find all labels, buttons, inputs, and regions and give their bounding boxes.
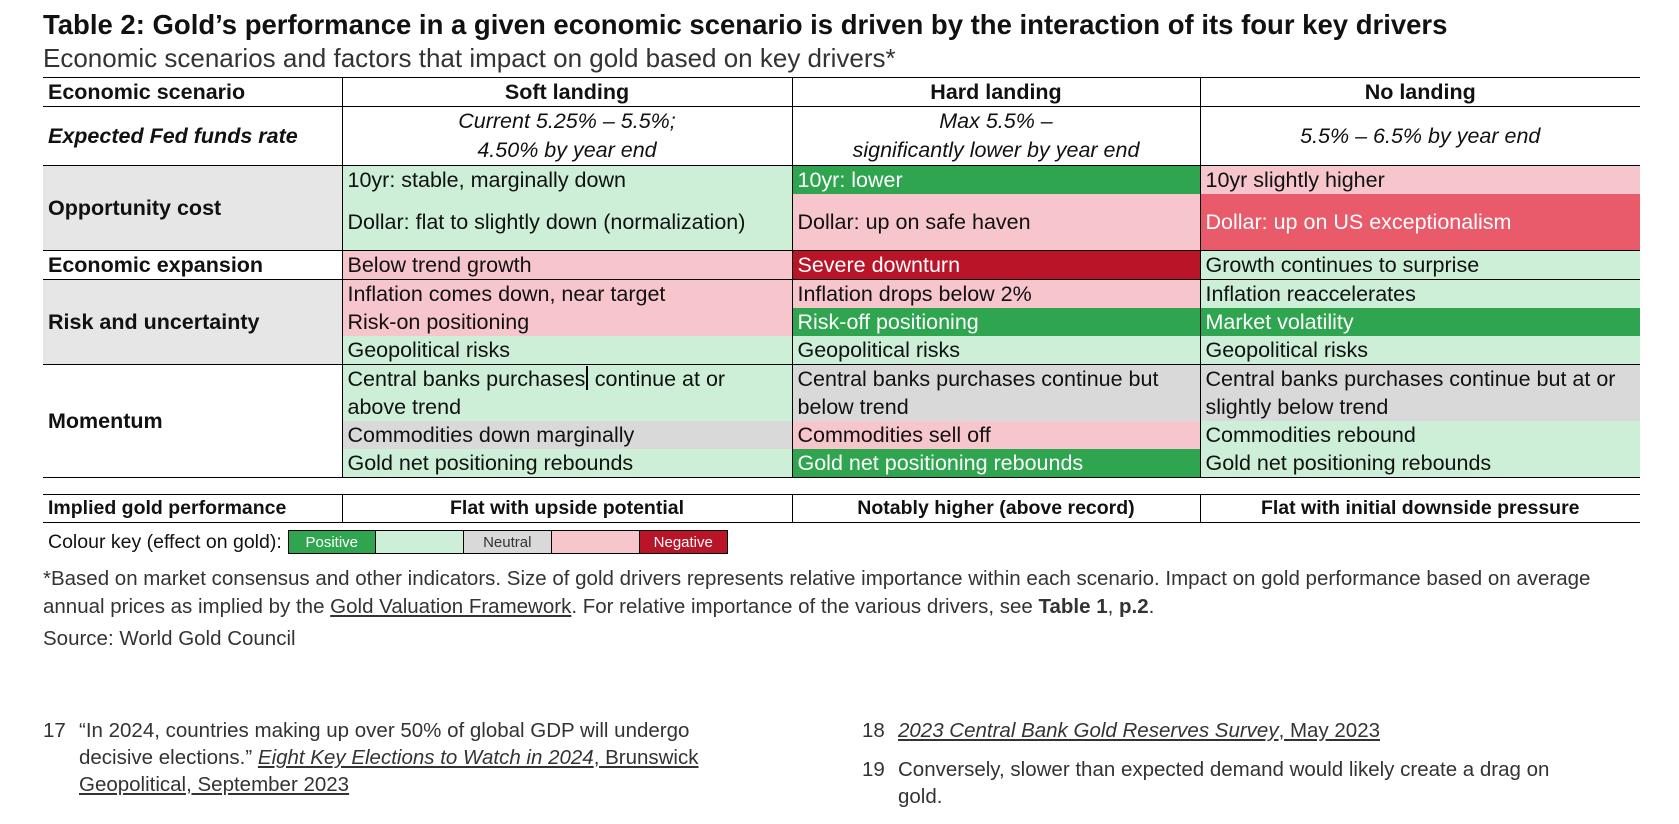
opportunity-label: Opportunity cost	[43, 165, 342, 251]
momentum-row-3: Gold net positioning rebounds Gold net p…	[43, 449, 1640, 478]
header-hard-landing: Hard landing	[791, 77, 1200, 107]
footnote-19-text: Conversely, slower than expected demand …	[898, 758, 1550, 808]
footnote-17-rest[interactable]: , Brunswick Geopolitical, September 2023	[79, 746, 699, 796]
note-page-ref: p.2	[1119, 595, 1149, 618]
footnote-18-text: 2023 Central Bank Gold Reserves Survey, …	[898, 717, 1582, 744]
fed-hard-line1: Max 5.5% –	[939, 109, 1053, 133]
text-cursor	[586, 366, 588, 390]
opportunity-row-1: Opportunity cost 10yr: stable, marginall…	[43, 165, 1640, 251]
footnote-18-number: 18	[862, 719, 885, 742]
risk-row-1: Risk and uncertainty Inflation comes dow…	[43, 279, 1640, 365]
expansion-soft: Below trend growth	[341, 250, 792, 280]
footnote-17-link[interactable]: Eight Key Elections to Watch in 2024	[257, 746, 594, 769]
opportunity-hard-dollar: Dollar: up on safe haven	[791, 194, 1200, 251]
note-text-3: ,	[1107, 595, 1120, 618]
fed-label: Expected Fed funds rate	[43, 106, 342, 166]
expansion-hard: Severe downturn	[791, 250, 1200, 280]
risk-no-inflation: Inflation reaccelerates	[1199, 279, 1640, 308]
momentum-row-2: Commodities down marginally Commodities …	[43, 421, 1640, 449]
momentum-soft-cb-part1: Central banks purchases	[347, 367, 586, 391]
note-text-1: *Based on market consensus and other ind…	[43, 567, 1591, 618]
table-footnote: *Based on market consensus and other ind…	[43, 565, 1640, 621]
footnote-17-number: 17	[43, 719, 66, 742]
note-text-4: .	[1148, 595, 1155, 618]
momentum-hard-gold: Gold net positioning rebounds	[791, 449, 1200, 478]
opportunity-no-10yr: 10yr slightly higher	[1199, 165, 1640, 194]
implied-no: Flat with initial downside pressure	[1199, 494, 1640, 523]
footnote-19: 19 Conversely, slower than expected dema…	[862, 756, 1582, 810]
expansion-label: Economic expansion	[43, 250, 342, 280]
opportunity-no-dollar: Dollar: up on US exceptionalism	[1199, 194, 1640, 251]
footnote-18: 18 2023 Central Bank Gold Reserves Surve…	[862, 717, 1582, 744]
risk-hard-positioning: Risk-off positioning	[791, 308, 1200, 336]
source-line: Source: World Gold Council	[43, 627, 296, 650]
risk-no-geo: Geopolitical risks	[1199, 336, 1640, 365]
fed-soft-line2: 4.50% by year end	[477, 138, 657, 162]
key-positive-strong: Positive	[287, 530, 376, 554]
fed-row: Expected Fed funds rate Current 5.25% – …	[43, 106, 1640, 166]
colour-key-label: Colour key (effect on gold):	[48, 530, 282, 553]
implied-soft: Flat with upside potential	[341, 494, 792, 523]
risk-soft-inflation: Inflation comes down, near target	[341, 279, 792, 308]
risk-soft-geo: Geopolitical risks	[341, 336, 792, 365]
risk-row-3: Geopolitical risks Geopolitical risks Ge…	[43, 336, 1640, 365]
key-negative-weak	[551, 530, 640, 554]
fed-soft-line1: Current 5.25% – 5.5%;	[458, 109, 676, 133]
momentum-no-commod: Commodities rebound	[1199, 421, 1640, 449]
momentum-no-cb: Central banks purchases continue but at …	[1199, 364, 1640, 421]
footnote-19-number: 19	[862, 758, 885, 781]
momentum-hard-cb: Central banks purchases continue but bel…	[791, 364, 1200, 421]
header-row: Economic scenario Soft landing Hard land…	[43, 77, 1640, 107]
opportunity-soft-dollar: Dollar: flat to slightly down (normaliza…	[341, 194, 792, 251]
page: Table 2: Gold’s performance in a given e…	[43, 8, 1640, 651]
gold-valuation-framework-link[interactable]: Gold Valuation Framework	[330, 595, 572, 618]
momentum-no-gold: Gold net positioning rebounds	[1199, 449, 1640, 478]
header-scenario: Economic scenario	[43, 77, 342, 107]
footnote-18-rest[interactable]: , May 2023	[1278, 719, 1381, 742]
fed-hard: Max 5.5% – significantly lower by year e…	[791, 106, 1200, 166]
opportunity-row-2: Dollar: flat to slightly down (normaliza…	[43, 194, 1640, 251]
key-negative-strong: Negative	[639, 530, 728, 554]
scenario-table: Economic scenario Soft landing Hard land…	[43, 77, 1640, 478]
implied-label: Implied gold performance	[43, 494, 342, 523]
momentum-label: Momentum	[43, 364, 342, 478]
risk-label: Risk and uncertainty	[43, 279, 342, 365]
footnote-17-text: “In 2024, countries making up over 50% o…	[79, 717, 763, 798]
risk-hard-geo: Geopolitical risks	[791, 336, 1200, 365]
footnote-17: 17 “In 2024, countries making up over 50…	[43, 717, 763, 798]
implied-performance-table: Implied gold performance Flat with upsid…	[43, 494, 1640, 523]
fed-no: 5.5% – 6.5% by year end	[1199, 106, 1640, 166]
expansion-no: Growth continues to surprise	[1199, 250, 1640, 280]
table-subtitle: Economic scenarios and factors that impa…	[43, 43, 896, 73]
risk-hard-inflation: Inflation drops below 2%	[791, 279, 1200, 308]
expansion-row: Economic expansion Below trend growth Se…	[43, 250, 1640, 280]
risk-row-2: Risk-on positioning Risk-off positioning…	[43, 308, 1640, 336]
opportunity-soft-10yr: 10yr: stable, marginally down	[341, 165, 792, 194]
risk-soft-positioning: Risk-on positioning	[341, 308, 792, 336]
momentum-hard-commod: Commodities sell off	[791, 421, 1200, 449]
note-text-2: . For relative importance of the various…	[571, 595, 1039, 618]
colour-key: Colour key (effect on gold): Positive Ne…	[43, 529, 1640, 555]
header-soft-landing: Soft landing	[341, 77, 792, 107]
key-positive-weak	[375, 530, 464, 554]
footnote-18-link[interactable]: 2023 Central Bank Gold Reserves Survey	[898, 719, 1279, 742]
key-neutral: Neutral	[463, 530, 552, 554]
momentum-soft-cb-part2: continue at or above trend	[347, 367, 726, 419]
momentum-soft-commod: Commodities down marginally	[341, 421, 792, 449]
footnote-17-quote: “In 2024, countries making up over 50% o…	[79, 719, 690, 769]
opportunity-hard-10yr: 10yr: lower	[791, 165, 1200, 194]
momentum-soft-gold: Gold net positioning rebounds	[341, 449, 792, 478]
fed-hard-line2: significantly lower by year end	[852, 138, 1140, 162]
header-no-landing: No landing	[1199, 77, 1640, 107]
momentum-row-1: Momentum Central banks purchases continu…	[43, 364, 1640, 478]
risk-no-positioning: Market volatility	[1199, 308, 1640, 336]
fed-soft: Current 5.25% – 5.5%; 4.50% by year end	[341, 106, 792, 166]
implied-row: Implied gold performance Flat with upsid…	[43, 494, 1640, 523]
note-table-ref: Table 1	[1038, 595, 1108, 618]
table-title: Table 2: Gold’s performance in a given e…	[43, 9, 1448, 40]
momentum-soft-cb: Central banks purchases continue at or a…	[341, 364, 792, 421]
implied-hard: Notably higher (above record)	[791, 494, 1200, 523]
